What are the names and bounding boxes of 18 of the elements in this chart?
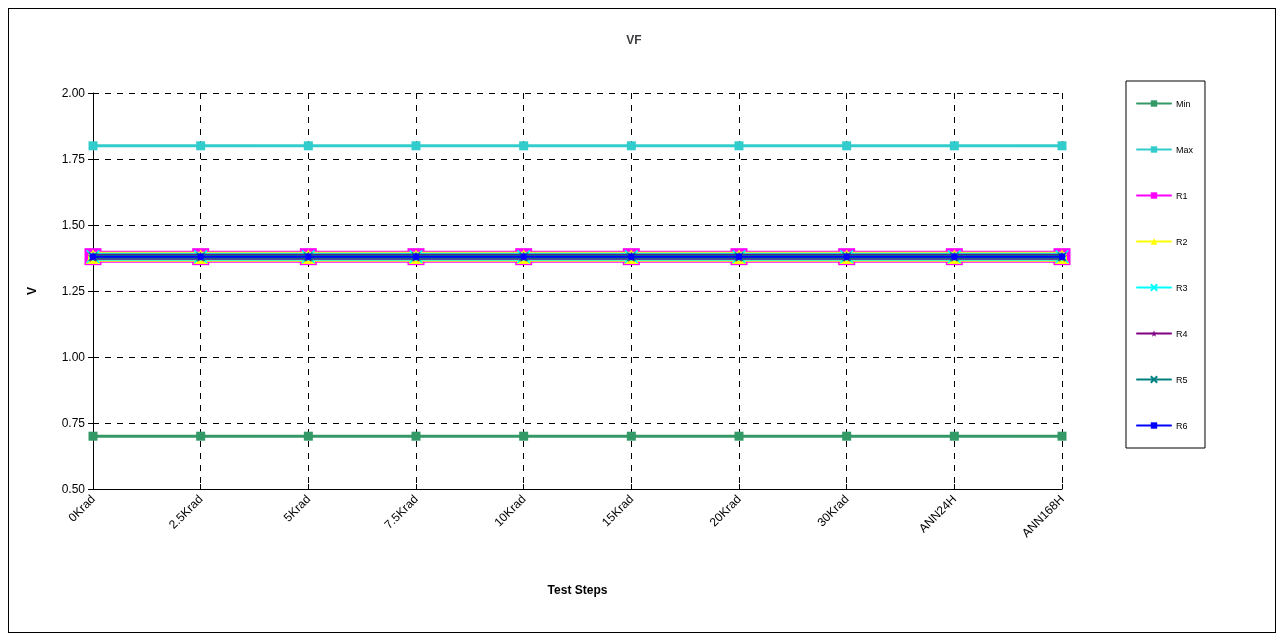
legend-label: R5 <box>1176 374 1188 385</box>
legend-label: R1 <box>1176 190 1188 201</box>
legend-label: R6 <box>1176 420 1188 431</box>
x-axis-title: Test Steps <box>547 583 608 597</box>
chart-title: VF <box>626 33 642 47</box>
legend-label: R4 <box>1176 328 1188 339</box>
legend-label: R2 <box>1176 236 1188 247</box>
legend-label: R3 <box>1176 282 1188 293</box>
y-tick-label: 1.50 <box>61 218 86 232</box>
y-tick-label: 1.75 <box>61 152 86 166</box>
y-tick-label: 1.25 <box>61 284 86 298</box>
y-tick-label: 2.00 <box>61 86 86 100</box>
y-axis-title: V <box>25 286 39 296</box>
legend-label: Max <box>1176 144 1194 155</box>
legend-label: Min <box>1176 98 1191 109</box>
y-tick-label: 0.75 <box>61 416 86 430</box>
y-tick-label: 1.00 <box>61 350 86 364</box>
y-tick-label: 0.50 <box>61 482 86 496</box>
